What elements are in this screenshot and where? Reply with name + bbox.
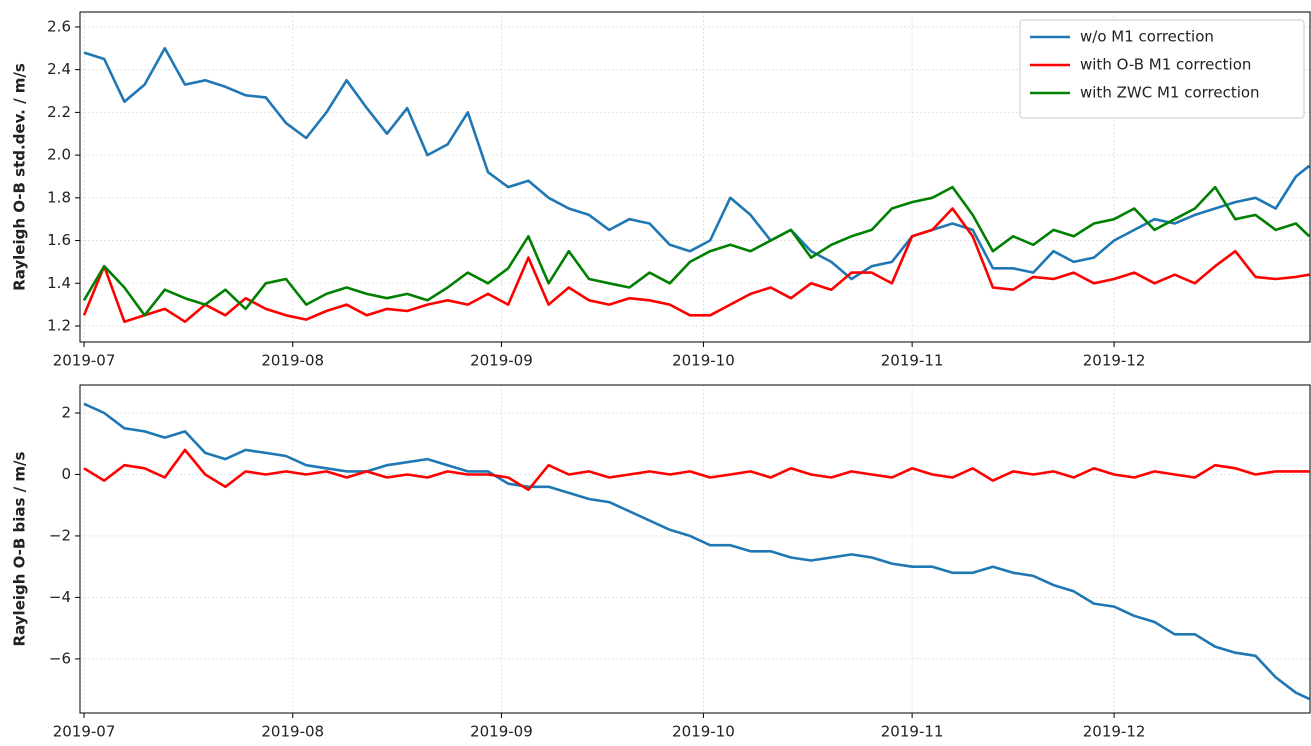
y-tick-label: −4 <box>49 588 71 606</box>
y-tick-label: 1.4 <box>47 274 71 292</box>
y-tick-label: 2.2 <box>47 103 71 121</box>
y-axis-label: Rayleigh O-B std.dev. / m/s <box>11 63 29 291</box>
axes-frame <box>79 11 1311 343</box>
x-tick-label: 2019-08 <box>261 352 324 370</box>
x-tick-label: 2019-07 <box>53 352 116 370</box>
series-line <box>83 402 1310 701</box>
plot-lines <box>83 402 1310 701</box>
y-tick-label: 1.6 <box>47 231 71 249</box>
y-tick-label: 2 <box>61 403 71 421</box>
legend-box <box>1019 19 1305 119</box>
x-tick-label: 2019-10 <box>672 352 735 370</box>
x-tick-label: 2019-09 <box>470 352 533 370</box>
axes-frame <box>79 384 1311 714</box>
x-tick-label: 2019-07 <box>53 723 116 741</box>
legend-label: with O-B M1 correction <box>1080 56 1251 74</box>
legend-label: with ZWC M1 correction <box>1080 84 1260 102</box>
legend-label: w/o M1 correction <box>1080 28 1214 46</box>
y-tick-label: 0 <box>61 465 71 483</box>
series-line <box>82 207 1310 323</box>
x-tick-label: 2019-12 <box>1083 352 1146 370</box>
y-tick-label: 1.2 <box>47 316 71 334</box>
y-tick-label: 2.4 <box>47 60 71 78</box>
y-tick-label: −2 <box>49 526 71 544</box>
x-tick-label: 2019-08 <box>261 723 324 741</box>
y-tick-label: 2.6 <box>47 17 71 35</box>
x-tick-label: 2019-11 <box>881 723 944 741</box>
series-line <box>83 47 1311 281</box>
x-tick-label: 2019-10 <box>672 723 735 741</box>
y-axis-label: Rayleigh O-B bias / m/s <box>11 451 29 646</box>
y-tick-label: −6 <box>49 649 71 667</box>
plot-lines <box>82 47 1311 323</box>
series-line <box>82 185 1311 317</box>
x-tick-label: 2019-11 <box>881 352 944 370</box>
y-tick-label: 2.0 <box>47 146 71 164</box>
x-tick-label: 2019-12 <box>1083 723 1146 741</box>
x-tick-label: 2019-09 <box>470 723 533 741</box>
series-line <box>83 448 1310 492</box>
y-tick-label: 1.8 <box>47 188 71 206</box>
